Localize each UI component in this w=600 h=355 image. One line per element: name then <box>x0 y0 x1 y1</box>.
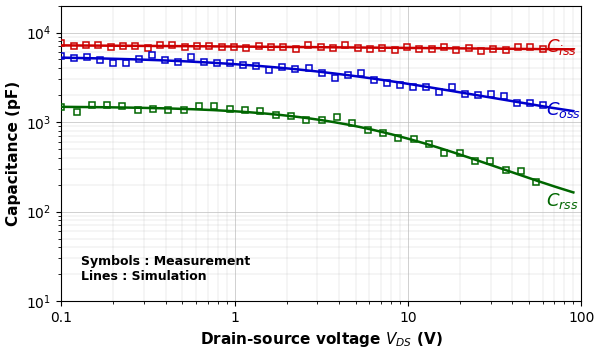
X-axis label: Drain-source voltage $V_{DS}$ (V): Drain-source voltage $V_{DS}$ (V) <box>200 331 443 349</box>
Text: Symbols : Measurement
Lines : Simulation: Symbols : Measurement Lines : Simulation <box>81 255 250 283</box>
Text: $C_{oss}$: $C_{oss}$ <box>547 100 581 120</box>
Text: $C_{iss}$: $C_{iss}$ <box>547 37 577 57</box>
Text: $C_{rss}$: $C_{rss}$ <box>547 191 579 211</box>
Y-axis label: Capacitance (pF): Capacitance (pF) <box>5 81 20 226</box>
